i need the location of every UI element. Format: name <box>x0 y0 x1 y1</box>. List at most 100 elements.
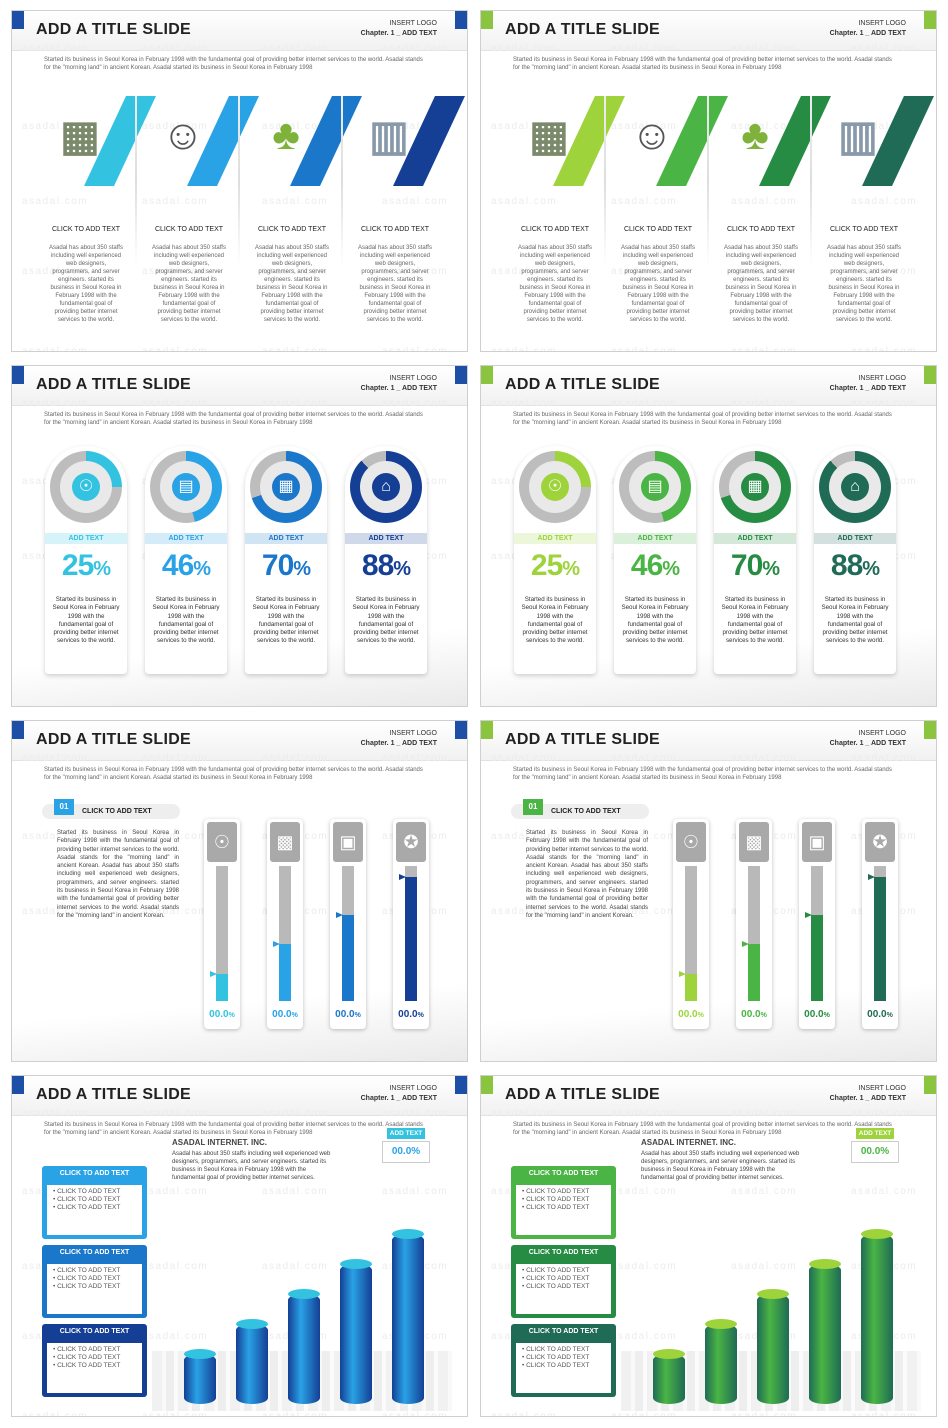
callout[interactable]: ADD TEXT 00.0% <box>382 1128 430 1168</box>
percent-card[interactable]: ▦ ADD TEXT 70% Started its business in Seou… <box>245 446 327 674</box>
feature-column[interactable]: ☺ CLICK TO ADD TEXT Asadal has about 350 s… <box>609 96 728 336</box>
list-item[interactable]: • CLICK TO ADD TEXT <box>522 1188 590 1195</box>
text-box-title[interactable]: CLICK TO ADD TEXT <box>528 1170 599 1177</box>
feature-column[interactable]: ♣ CLICK TO ADD TEXT Asadal has about 350 s… <box>712 96 831 336</box>
list-item[interactable]: • CLICK TO ADD TEXT <box>53 1362 121 1369</box>
slide-title[interactable]: ADD A TITLE SLIDE <box>36 21 192 38</box>
card-text[interactable]: Started its business in Seoul Korea in F… <box>721 596 789 645</box>
text-box[interactable]: CLICK TO ADD TEXT • CLICK TO ADD TEXT • CL… <box>511 1324 616 1397</box>
feature-column[interactable]: ▦ CLICK TO ADD TEXT Asadal has about 350 s… <box>506 96 625 336</box>
feature-column[interactable]: ▥ CLICK TO ADD TEXT Asadal has about 350 s… <box>346 96 465 336</box>
list-item[interactable]: • CLICK TO ADD TEXT <box>522 1283 590 1290</box>
card-text[interactable]: Started its business in Seoul Korea in F… <box>252 596 320 645</box>
feature-column[interactable]: ▦ CLICK TO ADD TEXT Asadal has about 350 s… <box>37 96 156 336</box>
card-text[interactable]: Started its business in Seoul Korea in F… <box>352 596 420 645</box>
gauge[interactable]: ▣ 00.0% <box>799 819 835 1029</box>
card-text[interactable]: Started its business in Seoul Korea in F… <box>521 596 589 645</box>
list-item[interactable]: • CLICK TO ADD TEXT <box>53 1283 121 1290</box>
card-text[interactable]: Started its business in Seoul Korea in F… <box>52 596 120 645</box>
feature-column[interactable]: ☺ CLICK TO ADD TEXT Asadal has about 350 s… <box>140 96 259 336</box>
percent-card[interactable]: ☉ ADD TEXT 25% Started its business in Seou… <box>514 446 596 674</box>
section-tag[interactable]: 01 CLICK TO ADD TEXT <box>42 799 180 819</box>
gauge[interactable]: ▣ 00.0% <box>330 819 366 1029</box>
intro-text[interactable]: Started its business in Seoul Korea in F… <box>44 57 423 71</box>
column-caption[interactable]: CLICK TO ADD TEXT <box>257 226 327 233</box>
list-item[interactable]: • CLICK TO ADD TEXT <box>53 1204 121 1211</box>
list-item[interactable]: • CLICK TO ADD TEXT <box>522 1275 590 1282</box>
card-label[interactable]: ADD TEXT <box>614 533 696 544</box>
feature-column[interactable]: ♣ CLICK TO ADD TEXT Asadal has about 350 s… <box>243 96 362 336</box>
list-item[interactable]: • CLICK TO ADD TEXT <box>522 1267 590 1274</box>
callout[interactable]: ADD TEXT 00.0% <box>851 1128 899 1168</box>
card-label[interactable]: ADD TEXT <box>245 533 327 544</box>
percent-card[interactable]: ⌂ ADD TEXT 88% Started its business in Seou… <box>814 446 896 674</box>
list-item[interactable]: • CLICK TO ADD TEXT <box>522 1362 590 1369</box>
intro-text[interactable]: Started its business in Seoul Korea in F… <box>513 767 892 781</box>
insert-logo[interactable]: INSERT LOGO Chapter. 1 _ ADD TEXT <box>830 19 906 39</box>
column-caption[interactable]: CLICK TO ADD TEXT <box>829 226 899 233</box>
list-item[interactable]: • CLICK TO ADD TEXT <box>53 1267 121 1274</box>
text-box[interactable]: CLICK TO ADD TEXT • CLICK TO ADD TEXT • CL… <box>511 1166 616 1239</box>
insert-logo[interactable]: INSERT LOGO Chapter. 1 _ ADD TEXT <box>361 19 437 39</box>
card-label[interactable]: ADD TEXT <box>814 533 896 544</box>
company-text[interactable]: Asadal has about 350 staffs including we… <box>172 1151 331 1181</box>
body-text[interactable]: Started its business in Seoul Korea in F… <box>526 830 648 919</box>
text-box-title[interactable]: CLICK TO ADD TEXT <box>59 1249 130 1256</box>
percent-card[interactable]: ▦ ADD TEXT 70% Started its business in Seou… <box>714 446 796 674</box>
card-label[interactable]: ADD TEXT <box>514 533 596 544</box>
company-name[interactable]: ASADAL INTERNET. INC. <box>172 1138 267 1147</box>
intro-text[interactable]: Started its business in Seoul Korea in F… <box>44 767 423 781</box>
text-box-title[interactable]: CLICK TO ADD TEXT <box>528 1249 599 1256</box>
column-text[interactable]: Asadal has about 350 staffs including we… <box>827 245 901 323</box>
text-box[interactable]: CLICK TO ADD TEXT • CLICK TO ADD TEXT • CL… <box>42 1324 147 1397</box>
text-box[interactable]: CLICK TO ADD TEXT • CLICK TO ADD TEXT • CL… <box>42 1245 147 1318</box>
slide-title[interactable]: ADD A TITLE SLIDE <box>505 1086 661 1103</box>
list-item[interactable]: • CLICK TO ADD TEXT <box>522 1196 590 1203</box>
column-caption[interactable]: CLICK TO ADD TEXT <box>51 226 121 233</box>
column-text[interactable]: Asadal has about 350 staffs including we… <box>152 245 226 323</box>
list-item[interactable]: • CLICK TO ADD TEXT <box>522 1204 590 1211</box>
company-text[interactable]: Asadal has about 350 staffs including we… <box>641 1151 800 1181</box>
card-text[interactable]: Started its business in Seoul Korea in F… <box>821 596 889 645</box>
column-caption[interactable]: CLICK TO ADD TEXT <box>154 226 224 233</box>
gauge[interactable]: ☉ 00.0% <box>204 819 240 1029</box>
insert-logo[interactable]: INSERT LOGO Chapter. 1 _ ADD TEXT <box>830 1084 906 1104</box>
column-text[interactable]: Asadal has about 350 staffs including we… <box>49 245 123 323</box>
column-text[interactable]: Asadal has about 350 staffs including we… <box>255 245 329 323</box>
gauge[interactable]: ▩ 00.0% <box>736 819 772 1029</box>
gauge[interactable]: ▩ 00.0% <box>267 819 303 1029</box>
column-caption[interactable]: CLICK TO ADD TEXT <box>520 226 590 233</box>
text-box-title[interactable]: CLICK TO ADD TEXT <box>59 1328 130 1335</box>
intro-text[interactable]: Started its business in Seoul Korea in F… <box>513 57 892 71</box>
column-text[interactable]: Asadal has about 350 staffs including we… <box>518 245 592 323</box>
percent-card[interactable]: ⌂ ADD TEXT 88% Started its business in Seou… <box>345 446 427 674</box>
intro-text[interactable]: Started its business in Seoul Korea in F… <box>44 412 423 426</box>
text-box-title[interactable]: CLICK TO ADD TEXT <box>59 1170 130 1177</box>
list-item[interactable]: • CLICK TO ADD TEXT <box>53 1354 121 1361</box>
slide-title[interactable]: ADD A TITLE SLIDE <box>505 731 661 748</box>
insert-logo[interactable]: INSERT LOGO Chapter. 1 _ ADD TEXT <box>361 729 437 749</box>
card-label[interactable]: ADD TEXT <box>345 533 427 544</box>
section-tag[interactable]: 01 CLICK TO ADD TEXT <box>511 799 649 819</box>
insert-logo[interactable]: INSERT LOGO Chapter. 1 _ ADD TEXT <box>361 374 437 394</box>
list-item[interactable]: • CLICK TO ADD TEXT <box>53 1275 121 1282</box>
column-text[interactable]: Asadal has about 350 staffs including we… <box>358 245 432 323</box>
column-caption[interactable]: CLICK TO ADD TEXT <box>360 226 430 233</box>
column-text[interactable]: Asadal has about 350 staffs including we… <box>621 245 695 323</box>
column-caption[interactable]: CLICK TO ADD TEXT <box>623 226 693 233</box>
list-item[interactable]: • CLICK TO ADD TEXT <box>53 1188 121 1195</box>
body-text[interactable]: Started its business in Seoul Korea in F… <box>57 830 179 919</box>
list-item[interactable]: • CLICK TO ADD TEXT <box>522 1354 590 1361</box>
text-box[interactable]: CLICK TO ADD TEXT • CLICK TO ADD TEXT • CL… <box>42 1166 147 1239</box>
feature-column[interactable]: ▥ CLICK TO ADD TEXT Asadal has about 350 s… <box>815 96 934 336</box>
list-item[interactable]: • CLICK TO ADD TEXT <box>53 1196 121 1203</box>
intro-text[interactable]: Started its business in Seoul Korea in F… <box>513 412 892 426</box>
slide-title[interactable]: ADD A TITLE SLIDE <box>505 21 661 38</box>
card-text[interactable]: Started its business in Seoul Korea in F… <box>152 596 220 645</box>
intro-text[interactable]: Started its business in Seoul Korea in F… <box>44 1122 423 1136</box>
gauge[interactable]: ✪ 00.0% <box>393 819 429 1029</box>
insert-logo[interactable]: INSERT LOGO Chapter. 1 _ ADD TEXT <box>830 374 906 394</box>
text-box[interactable]: CLICK TO ADD TEXT • CLICK TO ADD TEXT • CL… <box>511 1245 616 1318</box>
column-text[interactable]: Asadal has about 350 staffs including we… <box>724 245 798 323</box>
card-label[interactable]: ADD TEXT <box>45 533 127 544</box>
